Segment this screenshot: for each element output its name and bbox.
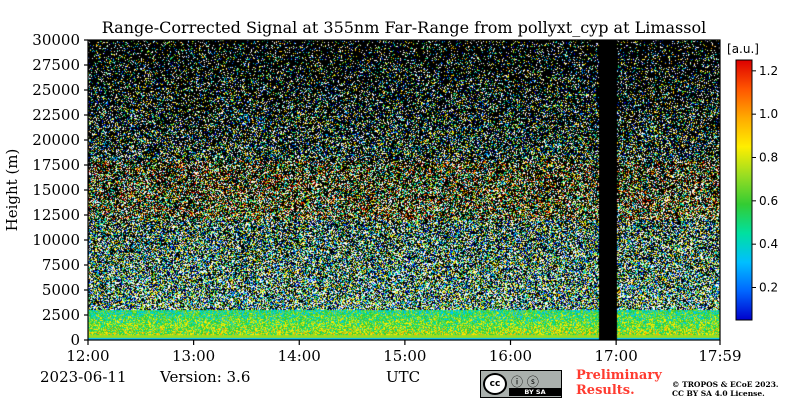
x-tick-label: 16:00 (489, 347, 532, 365)
colorbar-unit-label: [a.u.] (727, 42, 759, 56)
version-label: Version: 3.6 (160, 368, 251, 386)
x-tick-label: 15:00 (383, 347, 426, 365)
cc-license-badge: cc ⓘ ⓢ BY SA (480, 370, 562, 398)
colorbar-tick-label: 1.2 (759, 64, 778, 78)
cc-icon: cc (483, 373, 507, 395)
plot-area (87, 39, 721, 341)
copyright-note: © TROPOS & ECoE 2023. CC BY SA 4.0 Licen… (672, 380, 779, 398)
y-tick-label: 7500 (42, 256, 80, 274)
by-sa-icon: ⓘ ⓢ (511, 375, 539, 389)
x-tick-label: 14:00 (278, 347, 321, 365)
y-tick-label: 2500 (42, 306, 80, 324)
colorbar-tick-label: 0.8 (759, 151, 778, 165)
preliminary-line-2: Results. (576, 383, 635, 398)
x-tick-label: 17:59 (698, 347, 741, 365)
y-tick-label: 22500 (32, 106, 80, 124)
y-axis-label: Height (m) (3, 149, 21, 232)
y-tick-label: 30000 (32, 31, 80, 49)
y-tick-label: 17500 (32, 156, 80, 174)
chart-title: Range-Corrected Signal at 355nm Far-Rang… (102, 18, 706, 37)
copyright-line-1: © TROPOS & ECoE 2023. (672, 380, 779, 389)
x-tick-label: 17:00 (595, 347, 638, 365)
y-tick-label: 25000 (32, 81, 80, 99)
date-label: 2023-06-11 (40, 368, 127, 386)
y-tick-label: 5000 (42, 281, 80, 299)
x-tick-label: 13:00 (172, 347, 215, 365)
cc-badge-strip: BY SA (509, 388, 561, 396)
copyright-line-2: CC BY SA 4.0 License. (672, 389, 765, 398)
y-tick-label: 10000 (32, 231, 80, 249)
x-axis-label: UTC (386, 368, 421, 386)
preliminary-line-1: Preliminary (576, 368, 662, 383)
x-tick-label: 12:00 (66, 347, 109, 365)
colorbar-tick-label: 1.0 (759, 107, 778, 121)
y-tick-label: 0 (70, 331, 80, 349)
colorbar-tick-label: 0.2 (759, 281, 778, 295)
y-tick-label: 20000 (32, 131, 80, 149)
y-tick-label: 27500 (32, 56, 80, 74)
colorbar: [a.u.] 0.2 0.4 0.6 0.8 1.0 1.2 (727, 42, 778, 321)
rcs-heatmap (88, 40, 720, 340)
y-tick-label: 15000 (32, 181, 80, 199)
y-tick-label: 12500 (32, 206, 80, 224)
colorbar-gradient (735, 59, 753, 321)
axes: 12:00 13:00 14:00 15:00 16:00 17:00 17:59 0 2500… (32, 31, 741, 365)
colorbar-tick-label: 0.6 (759, 194, 778, 208)
colorbar-tick-label: 0.4 (759, 237, 778, 251)
preliminary-note: Preliminary Results. (576, 368, 662, 398)
